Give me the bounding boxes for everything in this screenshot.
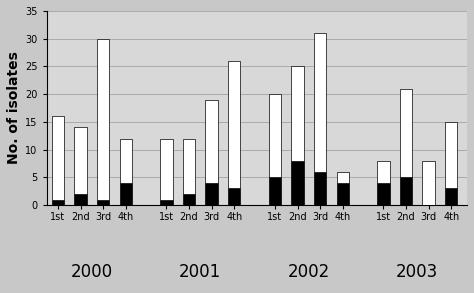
Bar [269, 94, 281, 177]
Bar [400, 88, 412, 177]
Bar [119, 183, 132, 205]
Bar [97, 200, 109, 205]
Bar [400, 177, 412, 205]
Bar [205, 100, 218, 183]
Bar [119, 139, 132, 183]
Bar [228, 61, 240, 188]
Bar [269, 177, 281, 205]
Bar [292, 161, 304, 205]
Bar [74, 194, 87, 205]
Bar [183, 139, 195, 194]
Bar [377, 161, 390, 183]
Bar [97, 39, 109, 200]
Bar [52, 200, 64, 205]
Y-axis label: No. of isolates: No. of isolates [7, 52, 21, 164]
Bar [337, 172, 349, 183]
Bar [52, 116, 64, 200]
Bar [314, 33, 327, 172]
Bar [422, 161, 435, 205]
Bar [292, 67, 304, 161]
Bar [160, 139, 173, 200]
Bar [205, 183, 218, 205]
Bar [445, 188, 457, 205]
Bar [377, 183, 390, 205]
Bar [183, 194, 195, 205]
Text: 2000: 2000 [71, 263, 113, 281]
Text: 2003: 2003 [396, 263, 438, 281]
Bar [74, 127, 87, 194]
Text: 2001: 2001 [179, 263, 221, 281]
Bar [337, 183, 349, 205]
Bar [160, 200, 173, 205]
Bar [445, 122, 457, 188]
Bar [314, 172, 327, 205]
Text: 2002: 2002 [288, 263, 330, 281]
Bar [228, 188, 240, 205]
